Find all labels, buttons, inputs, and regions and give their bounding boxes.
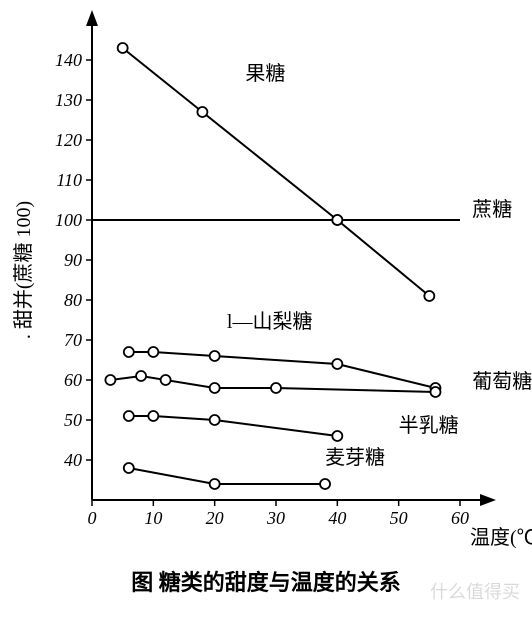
series-label: l—山梨糖 [227, 310, 313, 333]
data-point [424, 291, 434, 301]
y-tick-label: 90 [64, 250, 82, 270]
data-point [136, 371, 146, 381]
x-tick-label: 40 [328, 508, 346, 528]
y-tick-label: 80 [64, 290, 82, 310]
y-tick-label: 40 [64, 450, 82, 470]
line-chart: 40 50 60 70 80 90 100 110 120 130 140 0 10 20 30 40 50 60… [0, 0, 532, 622]
data-point [271, 383, 281, 393]
data-point [124, 347, 134, 357]
chart-container: 40 50 60 70 80 90 100 110 120 130 140 0 10 20 30 40 50 60… [0, 0, 532, 622]
series-label: 半乳糖 [399, 414, 459, 437]
y-tick-label: 140 [55, 50, 82, 70]
series-label: 果糖 [245, 62, 285, 85]
series-line [123, 48, 430, 296]
data-point [161, 375, 171, 385]
y-tick-label: 110 [56, 170, 82, 190]
series-label: 麦芽糖 [325, 446, 385, 469]
data-point [210, 351, 220, 361]
y-tick-label: 120 [55, 130, 82, 150]
series-line [129, 352, 436, 388]
y-tick-label: 50 [64, 410, 82, 430]
x-tick-label: 30 [266, 508, 285, 528]
data-point [332, 215, 342, 225]
data-point [430, 387, 440, 397]
data-point [124, 463, 134, 473]
data-point [124, 411, 134, 421]
x-tick-label: 20 [206, 508, 224, 528]
x-tick-label: 60 [451, 508, 469, 528]
data-point [118, 43, 128, 53]
x-tick-label: 50 [390, 508, 408, 528]
series-label: 蔗糖 [472, 198, 512, 221]
data-point [320, 479, 330, 489]
data-point [197, 107, 207, 117]
data-point [210, 479, 220, 489]
data-point [210, 383, 220, 393]
x-tick-label: 0 [88, 508, 97, 528]
y-tick-label: 70 [64, 330, 82, 350]
series-line [129, 416, 338, 436]
data-point [210, 415, 220, 425]
data-point [332, 359, 342, 369]
x-axis-label: 温度(℃) [470, 526, 532, 549]
x-tick-label: 10 [144, 508, 162, 528]
data-point [148, 347, 158, 357]
y-tick-label: 60 [64, 370, 82, 390]
data-point [332, 431, 342, 441]
y-axis-label: . 甜并(蔗糖 100) [12, 201, 35, 339]
y-tick-label: 130 [55, 90, 82, 110]
data-point [148, 411, 158, 421]
series-line [129, 468, 325, 484]
y-tick-label: 100 [55, 210, 82, 230]
chart-caption: 图 糖类的甜度与温度的关系 [131, 570, 401, 595]
series-label: 葡萄糖 [472, 370, 532, 393]
data-point [105, 375, 115, 385]
